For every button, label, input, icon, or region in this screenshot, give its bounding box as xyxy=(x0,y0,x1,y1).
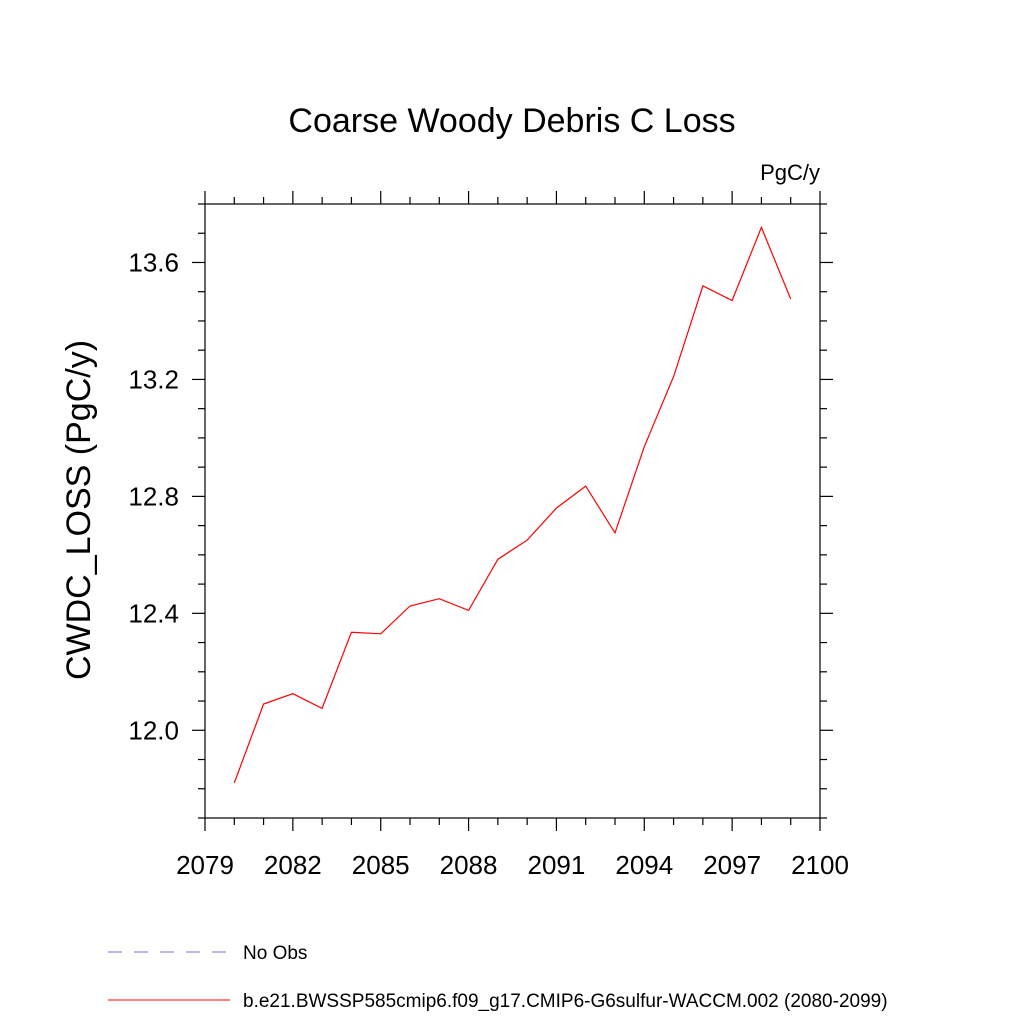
units-label: PgC/y xyxy=(760,160,820,185)
y-tick-label: 12.4 xyxy=(128,598,179,628)
x-tick-label: 2082 xyxy=(264,850,322,880)
series-group xyxy=(233,225,792,784)
y-tick-label: 12.0 xyxy=(128,715,179,745)
axis-ticks: 2079 2082 2085 2088 2091 2094 2097 2100 12.0 12.4… xyxy=(128,191,849,880)
x-tick-label: 2079 xyxy=(176,850,234,880)
plot-frame xyxy=(204,203,821,819)
x-tick-label: 2097 xyxy=(703,850,761,880)
x-tick-label: 2088 xyxy=(440,850,498,880)
x-tick-label: 2094 xyxy=(615,850,673,880)
chart-title: Coarse Woody Debris C Loss xyxy=(288,102,735,140)
series-line xyxy=(233,225,792,784)
legend: No Obs b.e21.BWSSP585cmip6.f09_g17.CMIP6… xyxy=(108,943,888,1012)
y-tick-label: 13.2 xyxy=(128,364,179,394)
x-tick-label: 2100 xyxy=(791,850,849,880)
y-tick-label: 13.6 xyxy=(128,247,179,277)
legend-label-series: b.e21.BWSSP585cmip6.f09_g17.CMIP6-G6sulf… xyxy=(243,991,888,1012)
legend-label-no-obs: No Obs xyxy=(243,943,307,964)
y-axis-label: CWDC_LOSS (PgC/y) xyxy=(60,340,98,680)
y-tick-label: 12.8 xyxy=(128,481,179,511)
x-tick-label: 2085 xyxy=(352,850,410,880)
x-tick-label: 2091 xyxy=(528,850,586,880)
